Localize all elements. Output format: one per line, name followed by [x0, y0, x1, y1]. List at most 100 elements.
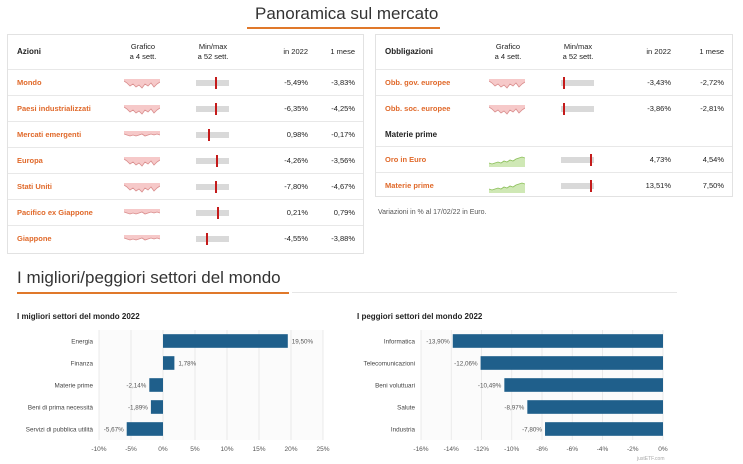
sparkline-chart: [123, 77, 161, 95]
tick-label: 0%: [658, 446, 668, 453]
category-label: Energia: [71, 338, 93, 345]
bar: [504, 378, 663, 392]
stock-row: Giappone -4,55% -3,88%: [8, 225, 363, 251]
commodity-ytd-value: 13,51%: [645, 181, 671, 190]
tick-label: -6%: [566, 446, 578, 453]
sparkline-chart: [488, 154, 526, 172]
data-label: -2,14%: [126, 382, 146, 389]
commodities-label: Materie prime: [385, 130, 438, 139]
stock-ytd-value: -4,55%: [284, 234, 308, 243]
tick-label: 0%: [158, 446, 168, 453]
bonds-header-minmax: Min/max a 52 sett.: [562, 42, 594, 61]
commodity-name-link[interactable]: Oro in Euro: [385, 155, 427, 164]
bar: [163, 334, 288, 348]
sparkline-chart: [488, 103, 526, 121]
range-marker: [215, 155, 218, 167]
best-sectors-chart: -10% -5% 0% 5% 10% 15% 20% 25% Energia 19,50% Fina…: [26, 330, 330, 453]
bonds-header-chart: Grafico a 4 sett.: [494, 42, 522, 61]
stock-month-value: -0,17%: [331, 130, 355, 139]
commodity-ytd-value: 4,73%: [649, 155, 671, 164]
range-bar: [561, 103, 594, 115]
tick-label: -8%: [536, 446, 548, 453]
data-label: 1,78%: [178, 360, 196, 367]
stock-ytd-value: 0,21%: [286, 208, 308, 217]
category-label: Materie prime: [55, 382, 94, 389]
stocks-header-ytd: in 2022: [283, 47, 308, 56]
category-label: Beni di prima necessità: [28, 404, 94, 411]
bar: [149, 378, 163, 392]
commodity-row: Materie prime 13,51% 7,50%: [376, 172, 732, 198]
range-marker: [207, 129, 210, 141]
range-bar: [196, 233, 229, 245]
footer-brand: justETF.com: [637, 456, 665, 462]
tick-label: 5%: [190, 446, 200, 453]
sparkline-chart: [123, 181, 161, 199]
category-label: Finanza: [71, 360, 94, 367]
range-marker: [214, 103, 217, 115]
worst-sectors-title: I peggiori settori del mondo 2022: [357, 312, 483, 321]
stock-row: Mercati emergenti 0,98% -0,17%: [8, 121, 363, 147]
range-bar: [196, 155, 229, 167]
stock-name-link[interactable]: Mercati emergenti: [17, 130, 82, 139]
worst-sectors-chart: -16% -14% -12% -10% -8% -6% -4% -2% 0% Informatic…: [364, 330, 668, 453]
range-marker: [214, 181, 217, 193]
stock-name-link[interactable]: Europa: [17, 156, 43, 165]
commodity-name-link[interactable]: Materie prime: [385, 181, 434, 190]
stock-name-link[interactable]: Stati Uniti: [17, 182, 52, 191]
sectors-title: I migliori/peggiori settori del mondo: [17, 268, 281, 287]
range-marker: [563, 103, 566, 115]
stock-month-value: -4,25%: [331, 104, 355, 113]
stock-ytd-value: -4,26%: [284, 156, 308, 165]
bonds-header-name: Obbligazioni: [385, 47, 433, 56]
range-marker: [563, 77, 566, 89]
category-label: Industria: [391, 426, 416, 433]
stock-row: Paesi industrializzati -6,35% -4,25%: [8, 95, 363, 121]
data-label: -1,89%: [128, 404, 148, 411]
stock-month-value: 0,79%: [333, 208, 355, 217]
bar: [480, 356, 663, 370]
stocks-header-month: 1 mese: [330, 47, 355, 56]
panorama-title: Panoramica sul mercato: [255, 4, 439, 23]
bond-month-value: -2,81%: [700, 104, 724, 113]
stock-name-link[interactable]: Mondo: [17, 78, 42, 87]
footnote: Variazioni in % al 17/02/22 in Euro.: [378, 209, 487, 216]
stock-ytd-value: -6,35%: [284, 104, 308, 113]
stocks-header-name: Azioni: [17, 47, 41, 56]
commodity-row: Oro in Euro 4,73% 4,54%: [376, 146, 732, 172]
bar: [545, 422, 663, 436]
stock-name-link[interactable]: Paesi industrializzati: [17, 104, 91, 113]
tick-label: -10%: [504, 446, 519, 453]
tick-label: -4%: [597, 446, 609, 453]
bonds-table: Obbligazioni Grafico a 4 sett. Min/max a…: [375, 34, 733, 197]
bond-name-link[interactable]: Obb. gov. europee: [385, 78, 451, 87]
panorama-underline: [247, 27, 440, 29]
sparkline-chart: [488, 77, 526, 95]
data-label: -7,80%: [522, 426, 542, 433]
sparkline-chart: [123, 155, 161, 173]
range-bar: [196, 181, 229, 193]
bond-row: Obb. soc. europee -3,86% -2,81%: [376, 95, 732, 121]
sparkline-chart: [123, 207, 161, 225]
range-bar: [196, 129, 229, 141]
stock-ytd-value: -5,49%: [284, 78, 308, 87]
data-label: -5,67%: [104, 426, 124, 433]
bar: [163, 356, 175, 370]
range-bar: [196, 207, 229, 219]
category-label: Telecomunicazioni: [364, 360, 415, 367]
stock-name-link[interactable]: Giappone: [17, 234, 52, 243]
tick-label: 25%: [316, 446, 329, 453]
data-label: -8,97%: [504, 404, 524, 411]
tick-label: -14%: [444, 446, 459, 453]
sectors-underline: [17, 292, 289, 294]
bar: [150, 400, 163, 414]
sparkline-chart: [123, 233, 161, 251]
tick-label: 10%: [220, 446, 233, 453]
bond-name-link[interactable]: Obb. soc. europee: [385, 104, 451, 113]
stock-name-link[interactable]: Pacifico ex Giappone: [17, 208, 93, 217]
category-label: Informatica: [384, 338, 416, 345]
data-label: -12,06%: [454, 360, 478, 367]
range-marker: [217, 207, 220, 219]
range-marker: [589, 180, 592, 192]
stocks-table: Azioni Grafico a 4 sett. Min/max a 52 se…: [7, 34, 364, 254]
tick-label: -5%: [125, 446, 137, 453]
